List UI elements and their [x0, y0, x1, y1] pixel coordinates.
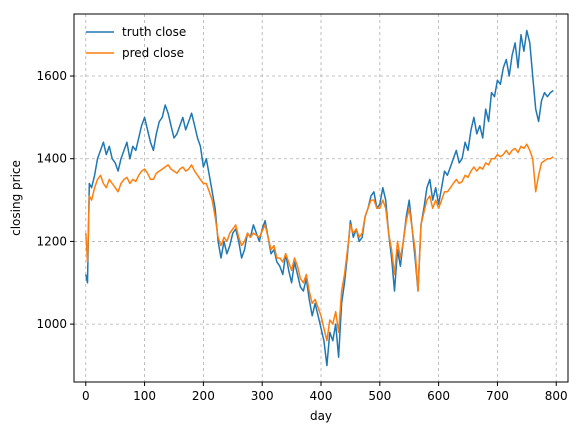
y-tick-label: 1000 [36, 317, 67, 331]
x-tick-label: 300 [251, 389, 274, 403]
legend: truth close pred close [86, 25, 186, 60]
x-tick-label: 0 [82, 389, 90, 403]
x-tick-label: 100 [133, 389, 156, 403]
x-tick-label: 200 [192, 389, 215, 403]
x-axis-ticks: 0 100 200 300 400 500 600 700 800 [82, 382, 568, 403]
series-line-truth-close [85, 29, 554, 367]
x-tick-label: 600 [427, 389, 450, 403]
x-tick-label: 500 [368, 389, 391, 403]
x-axis-label: day [310, 409, 332, 423]
y-tick-label: 1400 [36, 152, 67, 166]
y-tick-label: 1600 [36, 69, 67, 83]
y-axis-label: closing price [9, 160, 23, 236]
x-tick-label: 700 [486, 389, 509, 403]
series-line-pred-close [85, 143, 554, 342]
legend-label-truth-close: truth close [122, 25, 186, 39]
grid-lines [74, 14, 568, 382]
series-layer [85, 29, 554, 367]
x-tick-label: 800 [545, 389, 568, 403]
y-axis-ticks: 1000 1200 1400 1600 [36, 69, 74, 331]
legend-label-pred-close: pred close [122, 46, 184, 60]
x-tick-label: 400 [310, 389, 333, 403]
y-tick-label: 1200 [36, 234, 67, 248]
